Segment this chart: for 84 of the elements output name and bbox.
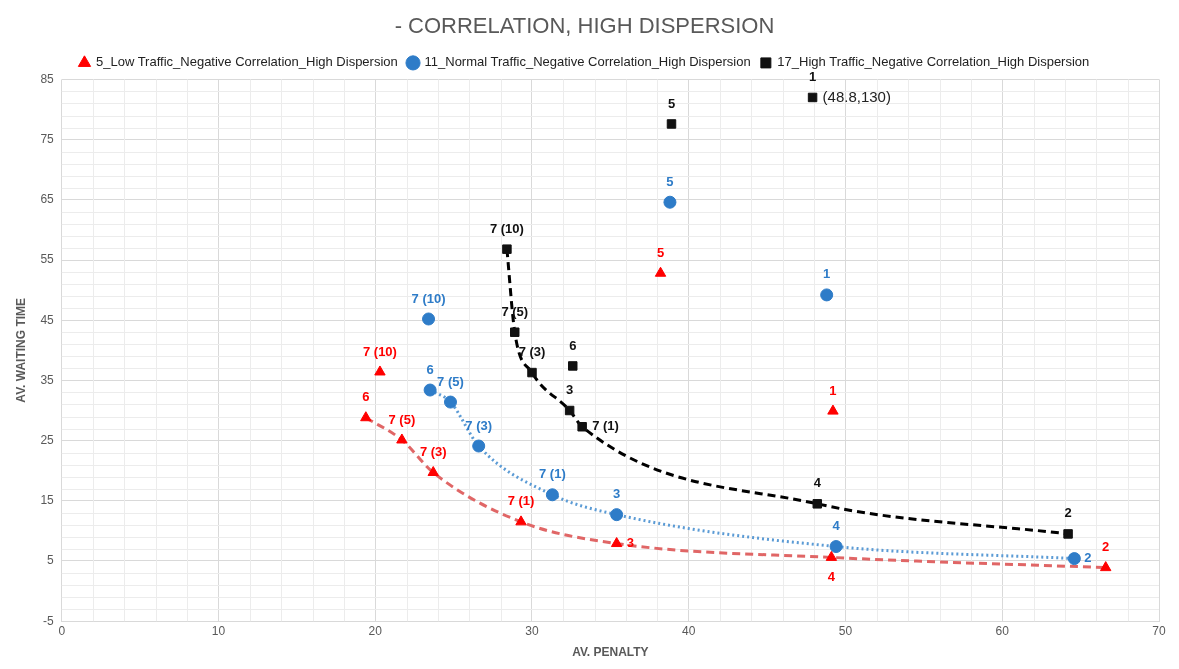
x-tick-label: 70	[1152, 623, 1166, 638]
y-tick-label: 75	[40, 131, 55, 146]
annotation: 1	[808, 69, 817, 85]
point	[1100, 561, 1112, 572]
point	[545, 488, 559, 502]
y-tick-label: 55	[40, 252, 55, 267]
y-tick-label: 45	[40, 312, 55, 327]
point	[812, 499, 823, 509]
annotation: 7 (5)	[388, 411, 416, 427]
point	[663, 195, 677, 209]
annotation: 7 (10)	[489, 220, 524, 236]
y-tick-label: -5	[43, 613, 55, 628]
legend-label: 5_Low Traffic_Negative Correlation_High Dispersion	[95, 54, 398, 70]
annotation: 7 (5)	[501, 303, 529, 319]
annotation: 7 (5)	[437, 373, 464, 389]
point	[443, 395, 457, 409]
annotation: 5	[667, 95, 676, 111]
point	[610, 537, 623, 548]
annotation: 1	[823, 266, 831, 282]
point	[577, 422, 587, 432]
point	[423, 383, 437, 397]
x-tick-label: 0	[58, 623, 66, 638]
point	[1063, 529, 1073, 539]
annotation: 7 (3)	[518, 344, 546, 360]
annotation: 4	[832, 518, 841, 534]
y-axis-title: AV. WAITING TIME	[13, 297, 28, 403]
annotation: 7 (1)	[507, 493, 535, 509]
annotation: 6	[362, 389, 370, 405]
point	[510, 327, 520, 337]
point	[502, 244, 512, 254]
annotation: (48.8,130)	[822, 87, 891, 105]
x-tick-label: 50	[838, 623, 853, 638]
annotation: 7 (3)	[419, 444, 447, 460]
annotation: 7 (1)	[539, 466, 566, 482]
point	[827, 404, 839, 415]
y-tick-label: 65	[40, 192, 55, 207]
annotation: 6	[569, 337, 577, 353]
y-tick-label: 35	[40, 372, 55, 387]
point	[820, 288, 834, 302]
annotation: 7 (10)	[362, 343, 397, 359]
annotation: 4	[813, 475, 822, 491]
y-tick-label: 85	[40, 71, 55, 86]
x-tick-label: 10	[211, 623, 226, 638]
point	[515, 515, 527, 526]
point	[666, 119, 677, 129]
point	[564, 405, 575, 416]
point	[610, 508, 624, 522]
annotation: 4	[827, 568, 836, 584]
y-tick-label: 5	[47, 553, 55, 568]
point	[1067, 552, 1081, 566]
point	[374, 365, 386, 376]
annotation: 6	[426, 361, 434, 377]
annotation: 2	[1064, 505, 1072, 521]
x-tick-label: 20	[368, 623, 383, 638]
annotation: 2	[1084, 550, 1092, 566]
y-tick-label: 15	[40, 493, 55, 508]
x-tick-label: 40	[682, 623, 696, 638]
point	[568, 361, 578, 371]
annotation: 2	[1102, 539, 1110, 555]
point	[807, 92, 818, 103]
annotation: 3	[613, 486, 621, 502]
annotation: 5	[666, 173, 674, 189]
annotation: 7 (1)	[592, 418, 619, 434]
point	[360, 411, 372, 422]
annotation: 3	[566, 382, 574, 398]
annotation: 7 (3)	[465, 417, 493, 433]
point	[427, 466, 439, 477]
x-tick-label: 30	[525, 623, 539, 638]
point	[422, 312, 436, 326]
point	[396, 433, 408, 444]
point	[654, 266, 667, 277]
legend-label: 17_High Traffic_Negative Correlation_High Dispersion	[777, 54, 1090, 70]
point	[472, 439, 486, 453]
annotation: 1	[829, 382, 837, 398]
annotation: 5	[656, 244, 665, 260]
point	[825, 550, 838, 561]
y-tick-label: 25	[40, 432, 55, 447]
x-axis-title: AV. PENALTY	[572, 645, 649, 660]
chart-title: - CORRELATION, HIGH DISPERSION	[394, 13, 775, 39]
point	[829, 540, 843, 554]
point	[527, 367, 537, 378]
annotation: 7 (10)	[411, 290, 446, 306]
x-tick-label: 60	[995, 623, 1010, 638]
legend-label: 11_Normal Traffic_Negative Correlation_High Dispersion	[424, 54, 751, 70]
